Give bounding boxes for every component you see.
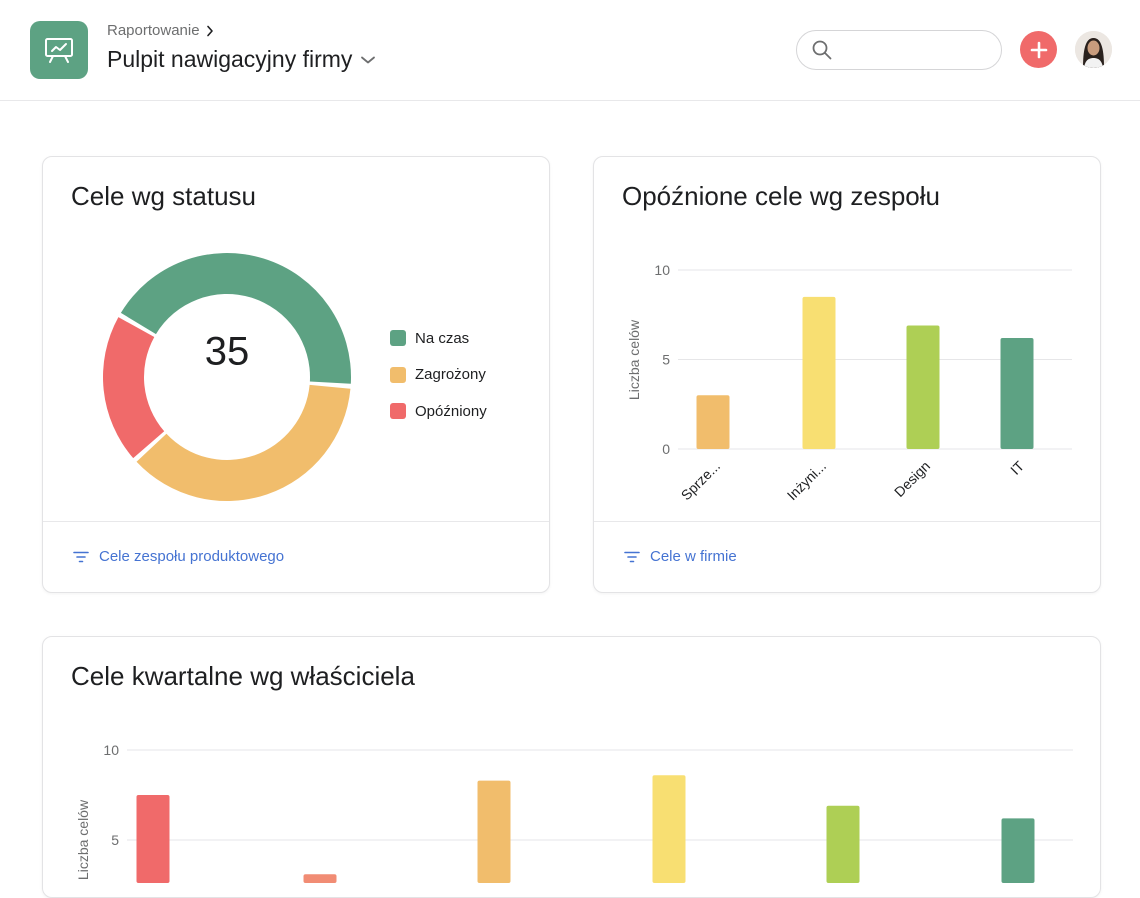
donut-slice[interactable]	[120, 253, 352, 384]
y-tick-label: 0	[662, 441, 670, 457]
footer-link-label[interactable]: Cele w firmie	[650, 548, 737, 565]
legend-label: Opóźniony	[415, 402, 487, 420]
y-tick-label: 10	[103, 742, 119, 758]
card-title: Opóźnione cele wg zespołu	[622, 181, 940, 211]
legend-item-on-time: Na czas	[390, 329, 487, 347]
legend-swatch	[390, 330, 406, 346]
search-box[interactable]	[796, 30, 1002, 70]
search-input[interactable]	[841, 37, 993, 63]
legend-label: Zagrożony	[415, 366, 486, 383]
bar[interactable]	[1001, 818, 1035, 883]
card-footer: Cele w firmie	[594, 521, 1100, 592]
company-goals-link[interactable]: Cele w firmie	[624, 548, 737, 565]
x-tick-label: Sprze...	[678, 458, 723, 503]
breadcrumb[interactable]: Raportowanie	[107, 22, 214, 39]
card-footer: Cele zespołu produktowego	[43, 521, 549, 592]
search-icon	[812, 40, 832, 60]
bar[interactable]	[303, 874, 337, 883]
legend-label: Na czas	[415, 329, 470, 347]
y-axis-label: Liczba celów	[75, 799, 91, 880]
quarterly-goals-by-owner-card: Cele kwartalne wg właściciela 5 10 Liczba …	[42, 636, 1101, 898]
bar[interactable]	[652, 775, 686, 883]
x-tick-label: Inżyni...	[784, 458, 829, 503]
total-goals-value: 35	[204, 329, 250, 374]
avatar[interactable]	[1075, 31, 1112, 68]
filter-icon	[624, 551, 640, 562]
y-tick-label: 10	[654, 262, 670, 278]
filter-icon	[73, 551, 89, 562]
y-tick-label: 5	[662, 352, 670, 368]
bar[interactable]	[136, 795, 170, 883]
add-button[interactable]	[1020, 31, 1057, 68]
bar[interactable]	[906, 325, 940, 449]
team-bar-chart: 0 5 10 Liczba celów Sprze... Inżyni... Design I…	[626, 262, 1072, 503]
status-donut-chart	[102, 253, 352, 501]
chart-legend: Na czas Zagrożony Opóźniony	[390, 329, 487, 439]
legend-item-delayed: Opóźniony	[390, 402, 487, 420]
bar[interactable]	[826, 805, 860, 883]
donut-slice[interactable]	[102, 317, 165, 459]
x-tick-label: IT	[1007, 457, 1027, 477]
bar[interactable]	[477, 780, 511, 883]
plus-icon	[1030, 41, 1047, 58]
product-team-goals-link[interactable]: Cele zespołu produktowego	[73, 548, 284, 565]
goals-by-status-card: Cele wg statusu 35 Na czas Zagrożony Opó…	[42, 156, 550, 593]
y-tick-label: 5	[111, 832, 119, 848]
chevron-down-icon	[361, 56, 376, 63]
owner-bar-chart: 5 10 Liczba celów	[75, 742, 1073, 883]
legend-item-at-risk: Zagrożony	[390, 366, 487, 384]
y-axis-label: Liczba celów	[626, 319, 642, 400]
breadcrumb-label[interactable]: Raportowanie	[107, 22, 200, 39]
card-title: Cele kwartalne wg właściciela	[71, 661, 415, 691]
legend-swatch	[390, 366, 406, 383]
bar[interactable]	[696, 395, 730, 449]
page-title-dropdown[interactable]: Pulpit nawigacyjny firmy	[107, 46, 376, 73]
legend-swatch	[390, 403, 406, 419]
card-title: Cele wg statusu	[71, 181, 256, 211]
chevron-right-icon	[206, 25, 213, 36]
presentation-chart-icon[interactable]	[30, 21, 88, 79]
bar[interactable]	[802, 296, 836, 449]
page-title: Pulpit nawigacyjny firmy	[107, 46, 353, 72]
top-bar: Raportowanie Pulpit nawigacyjny firmy	[0, 0, 1140, 101]
bar[interactable]	[1000, 338, 1034, 449]
footer-link-label[interactable]: Cele zespołu produktowego	[99, 548, 285, 565]
donut-slice[interactable]	[136, 384, 351, 501]
x-tick-label: Design	[891, 458, 933, 500]
delayed-goals-by-team-card: Opóźnione cele wg zespołu 0 5 10 Liczba cel…	[593, 156, 1101, 593]
